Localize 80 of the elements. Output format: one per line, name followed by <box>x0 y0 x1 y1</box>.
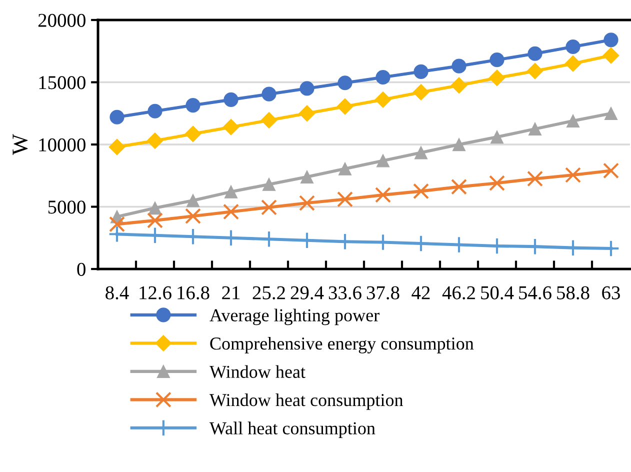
point <box>338 76 352 90</box>
point <box>376 70 390 85</box>
x-tick-label: 29.4 <box>290 286 324 300</box>
x-tick-label: 21 <box>222 286 240 300</box>
point <box>224 185 238 198</box>
point <box>186 98 200 113</box>
point <box>299 195 315 212</box>
point <box>452 138 466 152</box>
point <box>108 138 126 156</box>
point <box>260 112 278 128</box>
point <box>490 52 504 68</box>
point <box>490 130 504 144</box>
y-tick-label: 15000 <box>39 76 86 90</box>
point <box>604 32 618 48</box>
point <box>528 46 542 61</box>
point <box>413 183 429 200</box>
point <box>564 55 582 72</box>
point <box>528 122 542 136</box>
y-tick-label: 0 <box>77 262 86 276</box>
point <box>337 191 353 208</box>
x-tick-label: 50.4 <box>481 286 514 300</box>
x-tick-label: 16.8 <box>178 286 210 300</box>
legend-label: Average lighting power <box>210 308 380 326</box>
x-tick-label: 54.6 <box>519 286 552 300</box>
point <box>224 92 238 107</box>
x-tick-label: 42 <box>412 286 430 300</box>
point <box>146 132 164 149</box>
point <box>452 58 466 74</box>
point <box>603 162 619 179</box>
point <box>223 204 239 220</box>
x-tick-label: 25.2 <box>252 286 285 300</box>
point <box>184 126 202 142</box>
point <box>110 110 124 124</box>
point <box>376 154 390 168</box>
point <box>450 77 468 94</box>
point <box>488 70 506 86</box>
legend-label: Wall heat consumption <box>209 422 376 438</box>
point <box>262 178 276 191</box>
point <box>566 39 580 54</box>
point <box>185 208 201 224</box>
point <box>414 146 428 160</box>
y-axis-title: W <box>12 134 28 155</box>
point <box>565 167 581 183</box>
x-tick-label: 37.8 <box>366 286 400 300</box>
point <box>222 118 240 136</box>
point <box>451 178 467 195</box>
point <box>147 212 163 228</box>
point <box>298 105 316 122</box>
point <box>109 216 125 232</box>
point <box>526 62 544 80</box>
point <box>148 201 162 215</box>
point <box>262 86 276 102</box>
point <box>602 47 620 64</box>
y-tick-label: 20000 <box>38 14 86 27</box>
point <box>148 104 162 118</box>
x-tick-label: 8.4 <box>106 286 129 300</box>
point <box>300 81 314 96</box>
point <box>186 194 200 208</box>
point <box>300 170 314 184</box>
x-tick-label: 33.6 <box>328 286 362 300</box>
x-tick-label: 12.6 <box>140 286 172 300</box>
point <box>336 98 354 115</box>
y-tick-label: 10000 <box>39 138 86 152</box>
point <box>375 186 391 203</box>
x-tick-label: 58.8 <box>557 286 590 300</box>
point <box>489 175 505 192</box>
legend-label: Window heat consumption <box>209 393 404 410</box>
point <box>412 84 430 100</box>
legend-label: Comprehensive energy consumption <box>210 336 474 354</box>
point <box>604 106 618 120</box>
point <box>527 170 543 187</box>
point <box>261 199 277 216</box>
y-tick-label: 5000 <box>48 200 86 214</box>
point <box>338 162 352 176</box>
legend-label: Window heat <box>209 365 306 378</box>
x-tick-label: 63 <box>602 286 620 300</box>
point <box>374 91 392 108</box>
x-tick-label: 46.2 <box>442 286 475 300</box>
point <box>566 114 580 128</box>
point <box>414 64 428 79</box>
